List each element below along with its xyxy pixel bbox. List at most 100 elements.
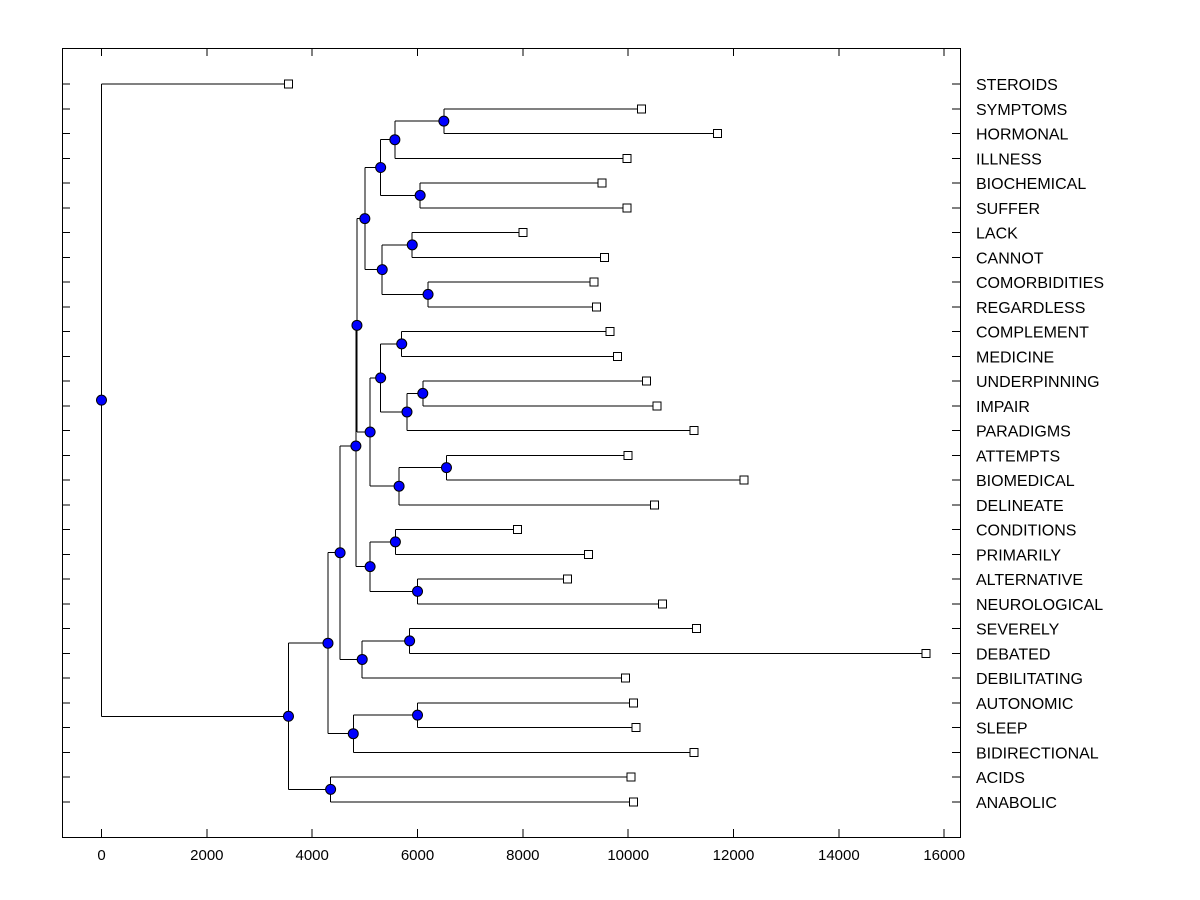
merge-node: [322, 637, 334, 649]
leaf-label: REGARDLESS: [976, 300, 1085, 317]
merge-node: [364, 561, 376, 573]
leaf-marker: [597, 178, 607, 188]
merge-node: [376, 264, 388, 276]
merge-node: [96, 394, 108, 406]
x-tick-label: 6000: [401, 847, 434, 864]
leaf-marker: [650, 500, 660, 510]
leaf-marker: [636, 104, 646, 114]
leaf-labels: STEROIDS SYMPTOMS HORMONAL ILLNESS BIOCHEMIC…: [976, 77, 1104, 812]
leaf-marker: [622, 203, 632, 213]
merge-node: [325, 783, 337, 795]
merge-node: [351, 319, 363, 331]
leaf-marker: [613, 351, 623, 361]
leaf-marker: [622, 153, 632, 163]
merge-node: [438, 115, 450, 127]
leaf-marker: [589, 277, 599, 287]
leaf-marker: [689, 747, 699, 757]
leaf-label: ALTERNATIVE: [976, 572, 1083, 589]
leaf-label: CANNOT: [976, 250, 1044, 267]
merge-node: [389, 134, 401, 146]
x-tick-label: 0: [97, 847, 105, 864]
leaf-marker: [626, 772, 636, 782]
leaf-label: PRIMARILY: [976, 547, 1061, 564]
leaf-marker: [713, 129, 723, 138]
merge-node: [375, 162, 387, 174]
merge-node: [440, 462, 452, 474]
leaf-marker: [628, 797, 638, 807]
merge-node: [422, 288, 434, 300]
leaf-label: BIDIRECTIONAL: [976, 745, 1099, 762]
leaf-label: HORMONAL: [976, 127, 1069, 144]
merge-node: [334, 547, 346, 559]
leaf-label: ACIDS: [976, 770, 1025, 787]
leaf-label: LACK: [976, 226, 1018, 243]
leaf-label: BIOCHEMICAL: [976, 176, 1086, 193]
leaf-label: SYMPTOMS: [976, 102, 1067, 119]
leaf-label: ILLNESS: [976, 151, 1042, 168]
leaf-marker: [657, 599, 667, 609]
leaf-label: COMORBIDITIES: [976, 275, 1104, 292]
leaf-markers: [283, 79, 931, 807]
leaf-marker: [652, 401, 662, 411]
plot-frame: [62, 48, 961, 838]
x-tick-labels: 0 2000 4000 6000 8000 10000 12000 14000 16000: [97, 847, 965, 864]
node-markers: [96, 115, 452, 795]
branches: [101, 83, 926, 803]
merge-node: [347, 728, 359, 740]
leaf-marker: [692, 624, 702, 633]
merge-node: [359, 213, 371, 225]
leaf-label: SUFFER: [976, 201, 1040, 218]
x-tick-label: 12000: [713, 847, 755, 864]
leaf-marker: [739, 475, 749, 485]
leaf-marker: [605, 327, 615, 336]
leaf-label: CONDITIONS: [976, 523, 1076, 540]
leaf-label: ATTEMPTS: [976, 448, 1060, 465]
leaf-label: SLEEP: [976, 721, 1028, 738]
merge-node: [364, 426, 376, 438]
merge-node: [412, 709, 424, 721]
leaf-marker: [563, 574, 573, 584]
axis-ticks: [62, 48, 960, 837]
merge-node: [396, 338, 408, 350]
leaf-marker: [921, 648, 931, 658]
leaf-label: STEROIDS: [976, 77, 1058, 94]
merge-node: [282, 710, 294, 722]
x-tick-label: 8000: [506, 847, 539, 864]
merge-node: [404, 635, 416, 647]
merge-node: [412, 585, 424, 597]
leaf-label: UNDERPINNING: [976, 374, 1100, 391]
leaf-label: AUTONOMIC: [976, 696, 1073, 713]
leaf-marker: [623, 450, 633, 460]
leaf-label: DEBILITATING: [976, 671, 1083, 688]
x-tick-label: 14000: [818, 847, 860, 864]
leaf-marker: [642, 376, 652, 386]
leaf-label: ANABOLIC: [976, 795, 1057, 812]
merge-node: [417, 387, 429, 399]
leaf-marker: [621, 673, 631, 683]
merge-node: [401, 406, 413, 418]
leaf-marker: [628, 698, 638, 708]
merge-node: [406, 239, 418, 251]
x-tick-label: 10000: [607, 847, 649, 864]
leaf-marker: [283, 79, 293, 89]
merge-node: [389, 536, 401, 548]
leaf-label: MEDICINE: [976, 349, 1054, 366]
leaf-label: DELINEATE: [976, 498, 1064, 515]
leaf-marker: [518, 228, 528, 237]
leaf-marker: [592, 302, 602, 312]
x-tick-label: 2000: [190, 847, 223, 864]
leaf-label: COMPLEMENT: [976, 325, 1089, 342]
merge-node: [350, 440, 362, 452]
x-tick-label: 16000: [923, 847, 965, 864]
leaf-label: DEBATED: [976, 646, 1050, 663]
leaf-label: IMPAIR: [976, 399, 1030, 416]
leaf-label: PARADIGMS: [976, 424, 1071, 441]
leaf-marker: [631, 723, 641, 732]
leaf-label: NEUROLOGICAL: [976, 597, 1103, 614]
x-tick-label: 4000: [295, 847, 328, 864]
leaf-marker: [513, 525, 523, 534]
leaf-marker: [689, 426, 699, 435]
leaf-label: BIOMEDICAL: [976, 473, 1075, 490]
merge-node: [393, 480, 405, 492]
